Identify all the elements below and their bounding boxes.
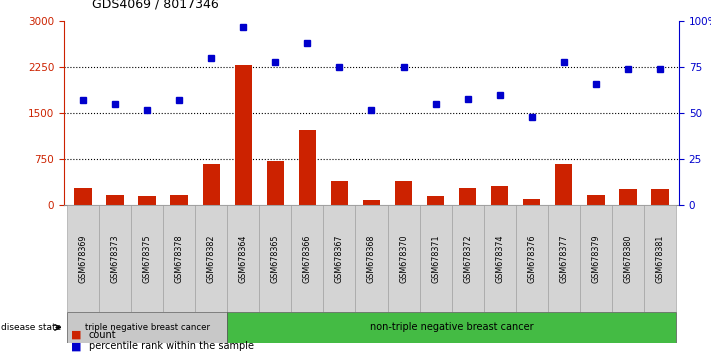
Bar [651, 189, 668, 205]
Text: GSM678371: GSM678371 [431, 234, 440, 283]
Text: GSM678375: GSM678375 [143, 234, 151, 283]
Bar [547, 205, 579, 312]
Text: GSM678380: GSM678380 [624, 234, 632, 282]
Bar [483, 205, 515, 312]
Bar [228, 312, 675, 343]
Bar [555, 164, 572, 205]
Text: GSM678376: GSM678376 [527, 234, 536, 283]
Bar [228, 205, 260, 312]
Bar [292, 205, 324, 312]
Bar [260, 205, 292, 312]
Text: GSM678364: GSM678364 [239, 234, 248, 282]
Bar [324, 205, 356, 312]
Text: GSM678370: GSM678370 [399, 234, 408, 283]
Text: triple negative breast cancer: triple negative breast cancer [85, 323, 210, 332]
Bar [643, 205, 675, 312]
Bar [267, 161, 284, 205]
Bar [419, 205, 451, 312]
Bar [235, 65, 252, 205]
Text: GSM678379: GSM678379 [592, 234, 600, 283]
Bar [164, 205, 196, 312]
Text: GSM678378: GSM678378 [175, 234, 184, 283]
Text: non-triple negative breast cancer: non-triple negative breast cancer [370, 322, 533, 332]
Bar [75, 188, 92, 205]
Bar [427, 196, 444, 205]
Text: GSM678365: GSM678365 [271, 234, 280, 283]
Bar [587, 195, 604, 205]
Text: disease state: disease state [1, 323, 61, 332]
Bar [579, 205, 611, 312]
Text: ■: ■ [71, 341, 82, 351]
Text: GSM678381: GSM678381 [656, 234, 664, 282]
Bar [139, 195, 156, 205]
Bar [107, 195, 124, 205]
Text: GSM678374: GSM678374 [495, 234, 504, 283]
Bar [331, 181, 348, 205]
Bar [363, 200, 380, 205]
Bar [68, 205, 100, 312]
Text: ■: ■ [71, 330, 82, 339]
Bar [100, 205, 132, 312]
Text: GSM678377: GSM678377 [559, 234, 568, 283]
Text: GSM678368: GSM678368 [367, 234, 376, 282]
Bar [451, 205, 483, 312]
Bar [387, 205, 419, 312]
Bar [523, 199, 540, 205]
Text: GSM678373: GSM678373 [111, 234, 119, 283]
Text: GSM678382: GSM678382 [207, 234, 216, 283]
Bar [515, 205, 547, 312]
Bar [132, 205, 164, 312]
Bar [395, 181, 412, 205]
Text: GSM678369: GSM678369 [79, 234, 87, 283]
Text: GSM678367: GSM678367 [335, 234, 344, 283]
Text: GSM678372: GSM678372 [463, 234, 472, 283]
Text: GDS4069 / 8017346: GDS4069 / 8017346 [92, 0, 219, 11]
Bar [68, 312, 228, 343]
Bar [619, 189, 636, 205]
Text: percentile rank within the sample: percentile rank within the sample [89, 341, 254, 351]
Bar [356, 205, 387, 312]
Bar [171, 195, 188, 205]
Bar [459, 188, 476, 205]
Text: count: count [89, 330, 117, 339]
Bar [196, 205, 228, 312]
Bar [611, 205, 643, 312]
Text: GSM678366: GSM678366 [303, 234, 312, 282]
Bar [203, 164, 220, 205]
Bar [299, 131, 316, 205]
Bar [491, 186, 508, 205]
